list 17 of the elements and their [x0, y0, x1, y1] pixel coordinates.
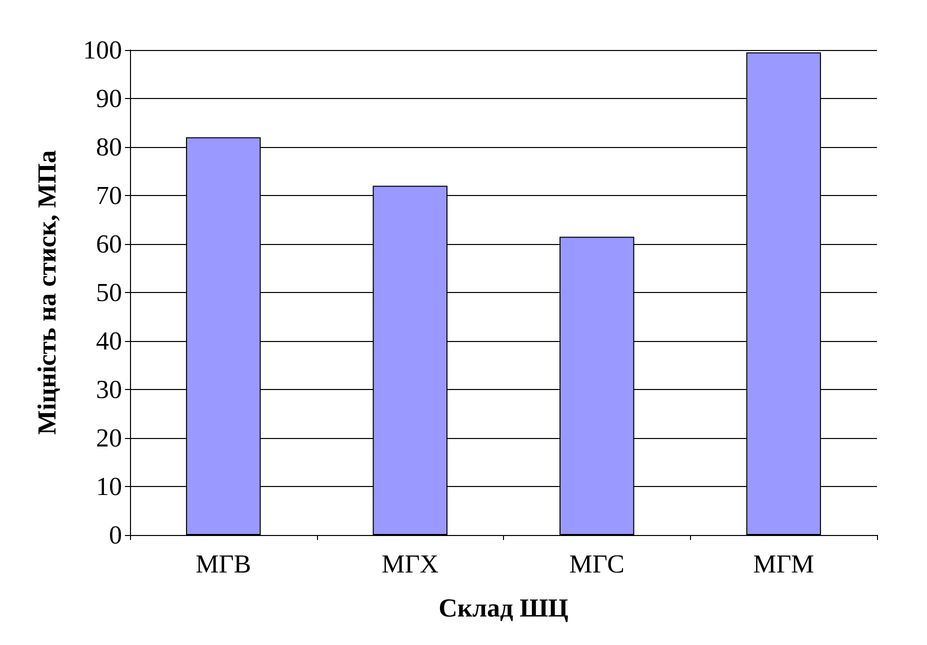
y-tick-label: 30: [96, 375, 122, 404]
y-tick-label: 40: [96, 326, 122, 356]
y-tick-label: 50: [96, 278, 122, 307]
x-tick-label: МГВ: [196, 550, 252, 578]
y-tick-label: 80: [96, 132, 122, 162]
y-tick-label: 100: [83, 36, 122, 64]
y-axis-title: Міцність на стиск, МПа: [32, 150, 62, 435]
y-tick-label: 20: [96, 424, 122, 452]
x-axis-title: Склад ШЦ: [438, 594, 568, 622]
y-tick-label: 90: [96, 84, 122, 113]
y-tick-label: 0: [109, 520, 122, 550]
y-tick-label: 70: [96, 181, 122, 210]
y-tick-label: 60: [96, 230, 122, 258]
x-tick-label: МГХ: [382, 550, 439, 578]
y-tick-label: 10: [96, 472, 122, 501]
x-tick-label: МГМ: [753, 550, 814, 578]
x-tick-label: МГС: [569, 550, 624, 578]
